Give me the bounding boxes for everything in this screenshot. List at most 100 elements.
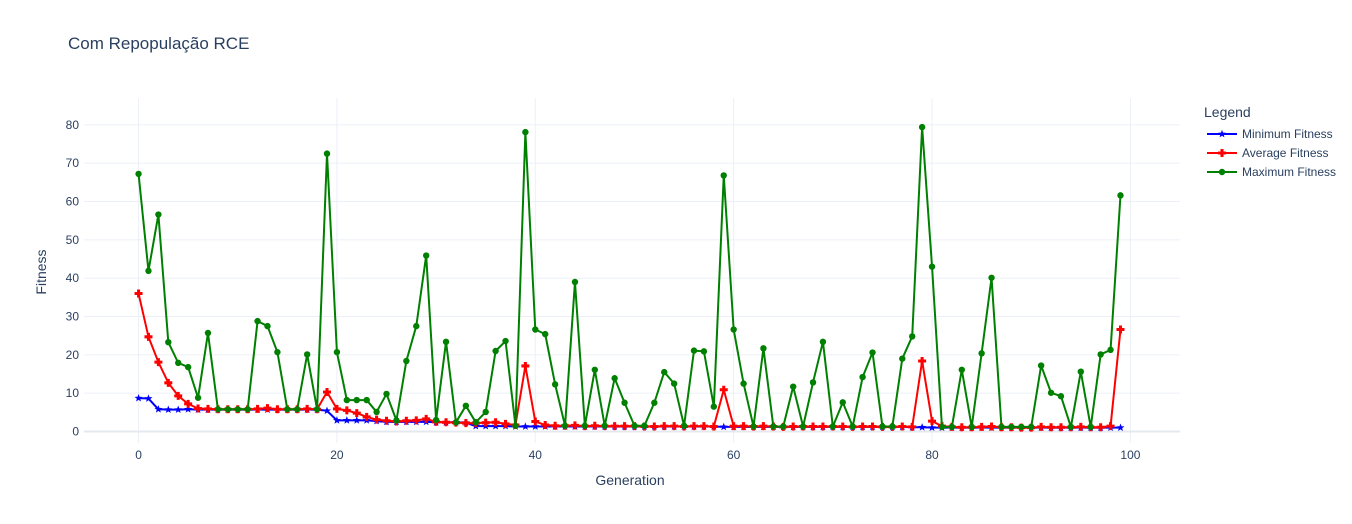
data-point[interactable]: [1057, 393, 1065, 400]
data-point[interactable]: [789, 383, 797, 390]
legend-marker[interactable]: [1218, 129, 1226, 137]
data-point[interactable]: [819, 338, 827, 345]
data-point[interactable]: [462, 402, 470, 410]
data-point[interactable]: [452, 419, 460, 426]
data-point[interactable]: [383, 390, 390, 398]
data-point[interactable]: [264, 322, 271, 330]
data-point[interactable]: [273, 405, 282, 414]
data-point[interactable]: [382, 416, 391, 425]
data-point[interactable]: [621, 399, 628, 406]
data-point[interactable]: [461, 419, 470, 428]
data-point[interactable]: [353, 396, 360, 404]
data-point[interactable]: [1037, 422, 1046, 431]
data-point[interactable]: [263, 404, 272, 413]
data-point[interactable]: [313, 406, 321, 413]
data-point[interactable]: [918, 356, 927, 365]
data-point[interactable]: [134, 393, 143, 402]
data-point[interactable]: [958, 366, 965, 373]
data-point[interactable]: [739, 422, 748, 431]
data-point[interactable]: [581, 422, 589, 429]
data-point[interactable]: [879, 423, 886, 430]
data-point[interactable]: [928, 263, 936, 270]
data-point[interactable]: [760, 345, 767, 352]
data-point[interactable]: [750, 423, 757, 430]
data-point[interactable]: [253, 404, 262, 413]
data-point[interactable]: [352, 409, 361, 418]
data-point[interactable]: [561, 422, 569, 429]
data-point[interactable]: [809, 422, 818, 431]
series-line[interactable]: [137, 293, 1122, 429]
data-point[interactable]: [372, 415, 381, 424]
data-point[interactable]: [422, 414, 431, 423]
data-point[interactable]: [303, 404, 312, 413]
data-point[interactable]: [661, 368, 668, 376]
data-point[interactable]: [144, 394, 153, 402]
data-point[interactable]: [303, 351, 311, 358]
data-point[interactable]: [542, 330, 549, 338]
data-point[interactable]: [393, 417, 400, 424]
data-point[interactable]: [522, 128, 529, 136]
data-point[interactable]: [928, 423, 937, 432]
data-point[interactable]: [1097, 351, 1104, 358]
data-point[interactable]: [859, 373, 866, 381]
data-point[interactable]: [650, 422, 659, 431]
data-point[interactable]: [690, 347, 698, 354]
data-point[interactable]: [977, 422, 986, 431]
data-point[interactable]: [135, 170, 142, 178]
data-point[interactable]: [323, 388, 332, 397]
data-point[interactable]: [154, 358, 163, 367]
data-point[interactable]: [590, 421, 599, 430]
data-point[interactable]: [1047, 423, 1056, 432]
data-point[interactable]: [1106, 422, 1115, 431]
data-point[interactable]: [799, 423, 807, 430]
data-point[interactable]: [512, 422, 519, 429]
data-point[interactable]: [818, 422, 827, 431]
data-point[interactable]: [154, 405, 163, 413]
data-point[interactable]: [413, 322, 420, 330]
series-line[interactable]: [137, 126, 1122, 428]
data-point[interactable]: [670, 422, 679, 431]
data-point[interactable]: [680, 422, 688, 429]
data-point[interactable]: [521, 361, 530, 370]
data-point[interactable]: [889, 423, 896, 430]
data-point[interactable]: [164, 378, 173, 387]
data-point[interactable]: [770, 423, 777, 430]
data-point[interactable]: [214, 406, 222, 413]
data-point[interactable]: [1008, 423, 1015, 431]
data-point[interactable]: [869, 349, 876, 356]
data-point[interactable]: [184, 405, 193, 413]
data-point[interactable]: [175, 359, 182, 367]
data-point[interactable]: [134, 289, 143, 298]
data-point[interactable]: [610, 422, 619, 431]
data-point[interactable]: [948, 423, 956, 431]
data-point[interactable]: [1077, 368, 1085, 375]
data-point[interactable]: [1067, 423, 1075, 431]
data-point[interactable]: [373, 408, 380, 416]
data-point[interactable]: [402, 416, 411, 425]
data-point[interactable]: [978, 350, 985, 357]
data-point[interactable]: [531, 422, 540, 430]
data-point[interactable]: [244, 406, 251, 413]
data-point[interactable]: [759, 422, 768, 431]
data-point[interactable]: [332, 404, 341, 413]
data-point[interactable]: [689, 422, 698, 431]
data-point[interactable]: [442, 338, 450, 345]
data-point[interactable]: [412, 416, 421, 425]
legend-item[interactable]: Average Fitness: [1204, 143, 1336, 162]
data-point[interactable]: [570, 421, 579, 430]
data-point[interactable]: [541, 420, 550, 429]
data-point[interactable]: [203, 404, 212, 413]
data-point[interactable]: [174, 391, 183, 400]
data-point[interactable]: [968, 423, 975, 431]
data-point[interactable]: [780, 423, 787, 430]
data-point[interactable]: [323, 406, 331, 415]
data-point[interactable]: [918, 423, 927, 431]
data-point[interactable]: [729, 422, 738, 431]
data-point[interactable]: [204, 329, 212, 337]
data-point[interactable]: [601, 422, 608, 429]
data-point[interactable]: [641, 422, 648, 429]
data-point[interactable]: [284, 406, 291, 413]
data-point[interactable]: [254, 317, 261, 325]
data-point[interactable]: [501, 419, 510, 428]
data-point[interactable]: [1047, 389, 1055, 396]
